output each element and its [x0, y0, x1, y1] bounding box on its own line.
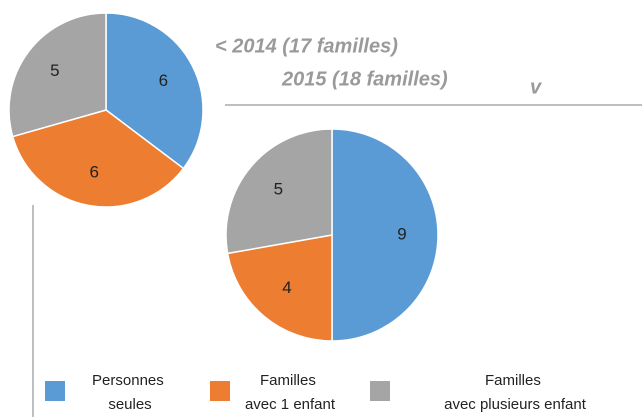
legend-swatch: [210, 381, 230, 401]
legend-label: Familles avec plusieurs enfant: [444, 372, 587, 413]
data-label: 5: [50, 61, 59, 80]
annotation: v: [530, 76, 543, 98]
data-label: 6: [90, 162, 99, 181]
chart-title: < 2014 (17 familles): [215, 35, 398, 57]
legend-label: Familles avec 1 enfant: [245, 372, 336, 413]
pie-slice: [105, 12, 204, 170]
legend-swatch: [370, 381, 390, 401]
pie-slice: [331, 128, 439, 342]
pie-slice: [8, 12, 107, 138]
data-label: 4: [282, 278, 291, 297]
data-label: 9: [397, 224, 406, 243]
legend-line: avec plusieurs enfant: [444, 396, 587, 413]
legend-label: Personnes seules: [92, 372, 168, 413]
legend-line: Familles: [260, 372, 320, 389]
legend-swatch: [45, 381, 65, 401]
pie-slice: [11, 109, 185, 208]
pie-slice: [225, 128, 333, 255]
legend-line: avec 1 enfant: [245, 396, 336, 413]
data-label: 5: [274, 180, 283, 199]
legend-line: Personnes: [92, 372, 168, 389]
data-label: 6: [159, 71, 168, 90]
legend-line: Familles: [485, 372, 545, 389]
pie-slice: [226, 234, 333, 342]
chart-title: 2015 (18 familles): [281, 68, 448, 90]
legend-line: seules: [108, 396, 151, 413]
